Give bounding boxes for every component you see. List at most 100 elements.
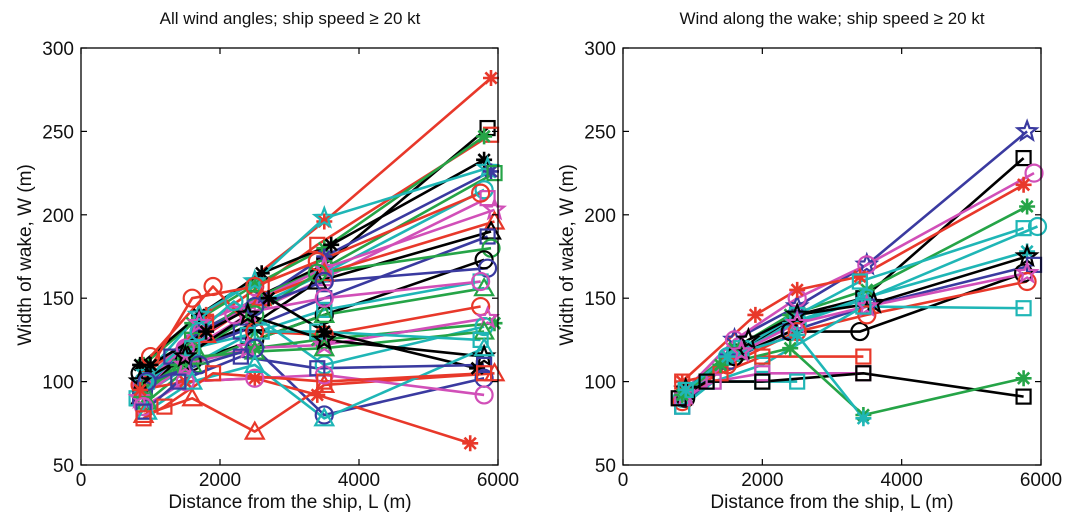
right-y-tick-label-5: 300	[584, 39, 616, 60]
left-series-10-point-4	[471, 183, 491, 203]
left-series-20-line	[142, 280, 481, 383]
left-series-28-point-3	[316, 323, 333, 340]
left-series-33-point-1	[181, 370, 204, 390]
right-series-19-point-0	[677, 381, 694, 398]
right-x-tick-label-0: 0	[618, 470, 629, 491]
left-chart-plot-area: 0 2000 4000 6000 50 100 150 200 250 300	[42, 39, 519, 491]
right-series-10-point-3	[850, 321, 870, 342]
right-series-13-line	[681, 305, 1024, 408]
left-series-32-point-1	[175, 372, 195, 392]
right-series-14-point-3	[855, 348, 872, 365]
right-x-tick-label-1: 2000	[741, 470, 783, 491]
right-series-18-point-4	[1015, 370, 1032, 387]
left-series-3-point-3	[316, 240, 333, 257]
left-chart-xlabel: Distance from the ship, L (m)	[168, 492, 411, 513]
right-series-19-point-2	[789, 326, 806, 343]
left-series-19-point-3	[313, 303, 336, 323]
right-series-12-point-3	[854, 293, 880, 318]
left-series-5-point-2	[242, 268, 268, 293]
right-series-8-point-1	[735, 326, 761, 351]
right-y-tick-label-1: 100	[584, 373, 616, 394]
left-series-4-point-4	[476, 151, 493, 168]
right-series-12-point-4	[1014, 260, 1040, 284]
left-series-18-point-3	[316, 301, 333, 318]
left-series-11-point-1	[186, 310, 212, 334]
right-series-19-point-1	[719, 348, 736, 365]
left-series-27-point-3	[311, 326, 337, 351]
left-series-4-point-3	[323, 236, 340, 253]
left-series-6-point-4	[483, 163, 499, 180]
right-series-9-line	[681, 263, 1035, 408]
right-y-tick-label-3: 200	[584, 206, 616, 227]
left-series-33-line	[146, 347, 485, 420]
right-series-8-point-2	[784, 301, 810, 326]
left-series-16-point-4	[474, 250, 494, 270]
right-series-1-point-4	[1015, 149, 1032, 167]
left-series-25-point-2	[243, 340, 266, 360]
right-y-tick-label-4: 250	[584, 122, 616, 143]
left-y-tick-label-5: 300	[42, 39, 74, 60]
right-axes-frame	[622, 47, 1042, 466]
left-series-32-point-4	[474, 385, 494, 405]
left-series-35-point-3	[316, 373, 333, 390]
left-y-tick-label-4: 250	[42, 122, 74, 143]
left-series-5-point-3	[311, 204, 337, 229]
right-series-15-line	[681, 371, 864, 400]
left-series-28-point-1	[198, 323, 215, 340]
left-series-31-point-0	[132, 381, 149, 398]
right-series-13-point-2	[754, 356, 771, 374]
left-series-18-point-4	[472, 273, 489, 290]
left-series-34-point-2	[232, 348, 249, 365]
right-series-2-point-4	[1024, 163, 1044, 183]
left-series-7-point-4	[486, 165, 503, 182]
left-series-19-point-0	[136, 390, 158, 410]
right-series-3-point-4	[1015, 176, 1032, 193]
left-y-tick-label-2: 150	[42, 289, 74, 310]
right-series-4-point-4	[1019, 198, 1036, 215]
left-series-0-point-3	[483, 70, 499, 86]
left-series-34-point-4	[476, 356, 493, 374]
left-series-30-point-2	[243, 420, 266, 440]
left-series-20-point-4	[471, 271, 491, 292]
left-series-31-point-3	[309, 386, 326, 403]
left-series-10-point-1	[182, 288, 202, 308]
right-series-7-point-3	[855, 290, 872, 307]
left-series-35-point-0	[135, 410, 152, 427]
left-chart-panel: All wind angles; ship speed ≥ 20 kt Dist…	[15, 9, 519, 513]
right-series-18-point-2	[782, 340, 799, 357]
left-y-tick-label-3: 200	[42, 206, 74, 227]
left-series-27-point-1	[172, 343, 198, 368]
right-series-0-point-4	[1014, 118, 1040, 143]
left-series-28-point-2	[260, 290, 277, 307]
left-series-32-point-2	[245, 368, 265, 388]
left-chart-ylabel: Width of wake, W (m)	[15, 164, 36, 346]
left-series-30-point-1	[181, 387, 204, 407]
right-series-3-point-3	[851, 268, 868, 285]
left-series-26-point-2	[253, 323, 270, 340]
left-series-27-point-2	[235, 301, 261, 326]
left-series-29-point-3	[314, 405, 334, 425]
left-series-32-point-0	[133, 397, 154, 417]
left-series-35-point-4	[476, 365, 493, 382]
left-series-28-point-0	[142, 356, 159, 373]
right-series-6-point-3	[851, 273, 868, 290]
left-series-33-point-2	[243, 353, 266, 374]
right-y-tick-label-2: 150	[584, 289, 616, 310]
left-series-14-point-4	[479, 228, 496, 245]
right-x-tick-label-2: 4000	[881, 470, 923, 491]
right-series-13-point-3	[855, 298, 872, 315]
right-chart-title: Wind along the wake; ship speed ≥ 20 kt	[679, 9, 984, 28]
right-series-15-point-2	[754, 365, 771, 382]
left-axes-frame	[80, 47, 499, 466]
left-series-33-point-4	[473, 336, 495, 357]
right-series-17-point-2	[754, 373, 771, 390]
left-series-20-point-3	[314, 288, 334, 308]
left-series-35-point-2	[204, 365, 222, 382]
left-series-29-point-1	[189, 355, 209, 375]
left-series-23-point-4	[486, 315, 503, 332]
left-series-12-point-1	[195, 323, 217, 343]
left-series-12-point-3	[313, 261, 336, 282]
right-y-tick-label-0: 50	[595, 456, 616, 477]
right-series-14-point-2	[754, 348, 771, 365]
left-series-31-point-4	[462, 435, 479, 452]
